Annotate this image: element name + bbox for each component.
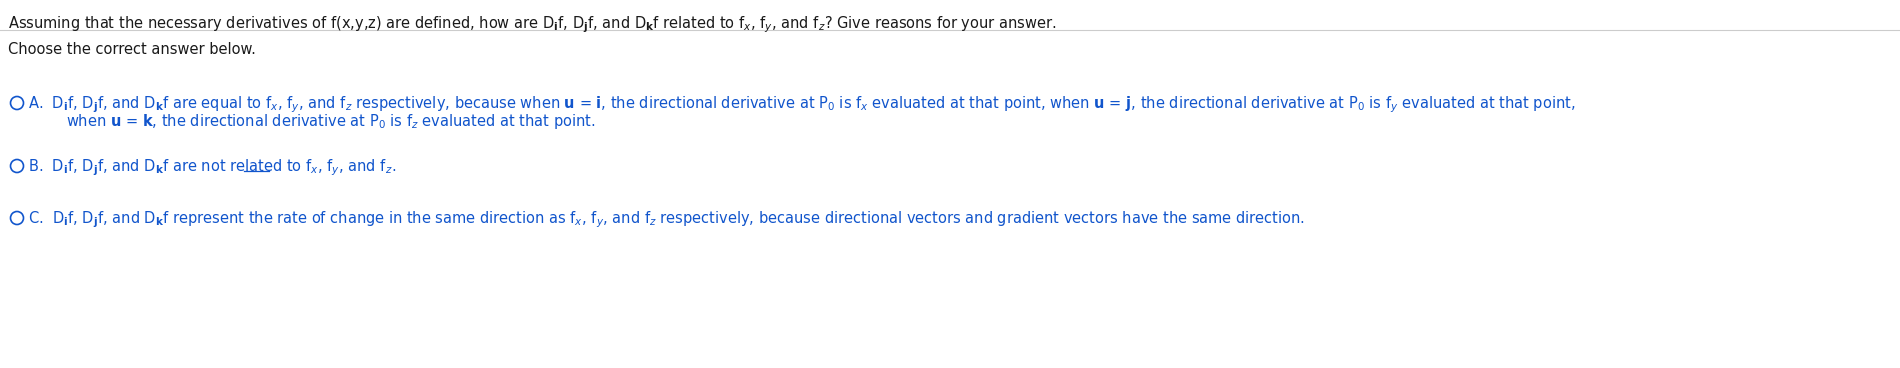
Text: when $\mathbf{u}$ = $\mathbf{k}$, the directional derivative at P$_0$ is f$_z$ e: when $\mathbf{u}$ = $\mathbf{k}$, the di… xyxy=(66,112,597,131)
Text: C.  D$_{\mathbf{i}}$f, D$_{\mathbf{j}}$f, and D$_{\mathbf{k}}$f represent the ra: C. D$_{\mathbf{i}}$f, D$_{\mathbf{j}}$f,… xyxy=(28,209,1305,230)
Text: A.  D$_{\mathbf{i}}$f, D$_{\mathbf{j}}$f, and D$_{\mathbf{k}}$f are equal to f$_: A. D$_{\mathbf{i}}$f, D$_{\mathbf{j}}$f,… xyxy=(28,94,1575,114)
Text: Choose the correct answer below.: Choose the correct answer below. xyxy=(8,42,256,57)
Text: Assuming that the necessary derivatives of f(x,y,z) are defined, how are D$_{\ma: Assuming that the necessary derivatives … xyxy=(8,14,1056,35)
Text: B.  D$_{\mathbf{i}}$f, D$_{\mathbf{j}}$f, and D$_{\mathbf{k}}$f are not related : B. D$_{\mathbf{i}}$f, D$_{\mathbf{j}}$f,… xyxy=(28,157,397,178)
